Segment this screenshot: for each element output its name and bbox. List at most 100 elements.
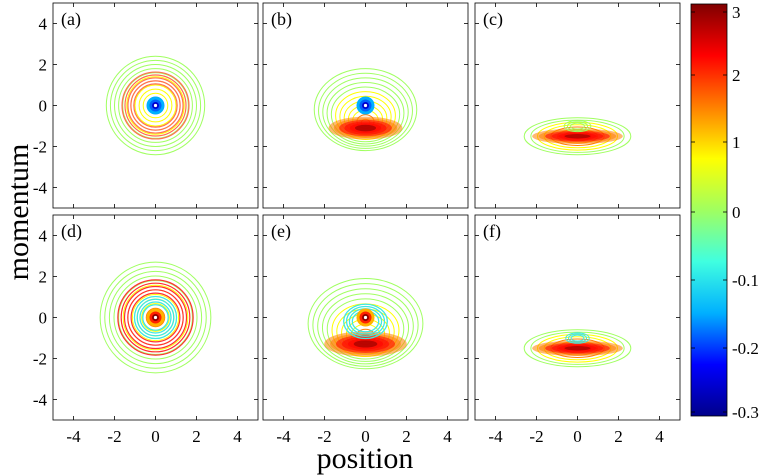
x-tick-label: 0	[573, 427, 582, 446]
panel-c: (c)	[474, 2, 681, 209]
y-tick-label: -2	[33, 350, 47, 369]
x-tick-label: 4	[443, 427, 452, 446]
center-dot	[363, 315, 368, 320]
colorbar: 3 2 1 0 -0.1 -0.2 -0.3	[690, 3, 759, 422]
panel-frame	[474, 2, 681, 209]
colorbar-scale	[690, 3, 728, 417]
contour-line	[307, 278, 424, 370]
band-contour	[564, 346, 591, 351]
contour-line	[126, 76, 185, 135]
y-tick-label: 0	[39, 97, 48, 116]
x-tick-label: 0	[361, 427, 370, 446]
ring-contour	[130, 80, 181, 131]
ring-contour	[133, 83, 178, 128]
contour-line	[131, 293, 180, 342]
ring-contour	[127, 77, 184, 134]
x-tick-label: 2	[192, 427, 201, 446]
contour-line	[122, 284, 189, 351]
panels-group: (a) 4 2 0 -2 -4 (b) (c) (d) -4 -2 0 2 4 4 2 0 -2 -4 (e) -4 -2…	[33, 2, 681, 446]
contour-line	[317, 288, 414, 365]
contour-line	[118, 280, 193, 355]
y-tick-label: 0	[39, 309, 48, 328]
ring-contour	[127, 289, 184, 346]
x-tick-label: -2	[529, 427, 543, 446]
center-dot	[363, 103, 368, 108]
contour-line	[523, 117, 632, 156]
contour-line	[322, 77, 409, 147]
x-tick-label: -2	[107, 427, 121, 446]
contour-line	[108, 270, 203, 365]
contour-line	[530, 331, 625, 365]
y-tick-label: -2	[33, 138, 47, 157]
panel-label: (f)	[483, 221, 501, 242]
cyan-contour	[136, 298, 175, 337]
panel-frame	[474, 214, 681, 421]
panel-label: (b)	[271, 9, 292, 30]
y-tick-label: 4	[39, 15, 48, 34]
contour-line	[145, 307, 166, 328]
ring-contour	[130, 292, 181, 343]
x-tick-label: -4	[488, 427, 503, 446]
contour-line	[114, 64, 197, 147]
cyan-contour	[139, 301, 172, 334]
colorbar-tick-label: 1	[732, 133, 741, 152]
cyan-contour	[345, 305, 386, 337]
x-tick-label: -4	[276, 427, 291, 446]
contour-line	[134, 84, 177, 127]
x-axis-label: position	[317, 442, 414, 475]
band-contour	[354, 124, 377, 132]
y-tick-label: 4	[39, 227, 48, 246]
x-tick-label: -2	[317, 427, 331, 446]
center-dot	[153, 315, 158, 320]
contour-line	[321, 293, 410, 362]
panel-a: (a) 4 2 0 -2 -4	[33, 2, 259, 209]
colorbar-tick-label: -0.2	[732, 339, 759, 358]
contour-line	[113, 275, 198, 360]
band-contour	[564, 134, 591, 139]
contour-line	[326, 81, 405, 145]
cyan-contour	[142, 304, 169, 331]
contour-line	[563, 120, 592, 133]
x-tick-label: 4	[655, 427, 664, 446]
x-tick-label: -4	[66, 427, 81, 446]
contour-line	[122, 72, 189, 139]
x-tick-label: 2	[402, 427, 411, 446]
ring-contour	[120, 282, 191, 353]
panel-label: (a)	[61, 9, 81, 30]
colorbar-tick-label: 2	[732, 66, 741, 85]
cyan-contour	[567, 333, 588, 343]
x-tick-label: 4	[233, 427, 242, 446]
contour-line	[566, 121, 589, 131]
contour-line	[312, 283, 419, 367]
contour-line	[142, 92, 169, 119]
panel-b: (b)	[262, 2, 469, 209]
y-axis-label: momentum	[2, 144, 35, 281]
panel-f: (f) -4 -2 0 2 4	[474, 214, 681, 446]
contour-line	[104, 266, 207, 369]
cyan-contour	[565, 332, 590, 344]
x-tick-label: 0	[151, 427, 160, 446]
contour-line	[138, 88, 173, 123]
contour-line	[105, 55, 206, 156]
panel-label: (d)	[61, 221, 82, 242]
center-dot	[153, 103, 158, 108]
band-contour	[353, 340, 378, 348]
panel-label: (c)	[483, 9, 503, 30]
panel-d: (d) -4 -2 0 2 4 4 2 0 -2 -4	[33, 214, 259, 446]
ring-contour	[124, 74, 187, 137]
y-tick-label: 2	[39, 56, 48, 75]
y-tick-label: 2	[39, 268, 48, 287]
contour-line	[570, 122, 585, 130]
x-tick-label: 2	[614, 427, 623, 446]
ring-contour	[123, 285, 188, 350]
contour-line	[141, 303, 170, 332]
cyan-contour	[133, 295, 178, 340]
colorbar-tick-label: 3	[732, 3, 741, 22]
panel-label: (e)	[271, 221, 291, 242]
ring-contour	[117, 279, 194, 356]
contour-line	[326, 298, 405, 360]
contour-line	[118, 68, 193, 143]
contour-line	[109, 59, 202, 152]
ring-contour	[121, 71, 190, 140]
